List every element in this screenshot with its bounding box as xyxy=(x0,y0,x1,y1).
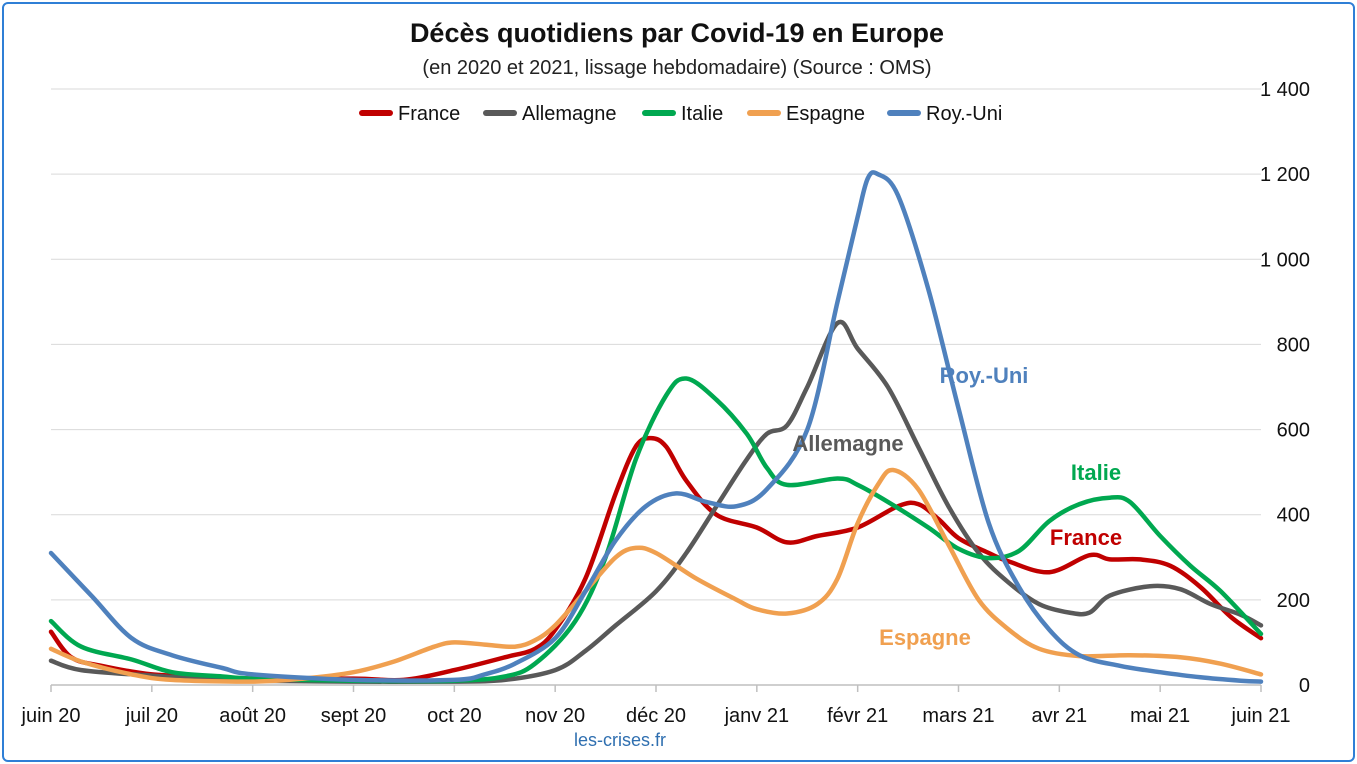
y-axis-ticks: 0 200 400 600 800 1 000 1 200 1 400 xyxy=(1260,79,1310,697)
y-tick-label: 1 200 xyxy=(1260,164,1310,186)
series-annotations: France Allemagne Italie Espagne Roy.-Uni xyxy=(792,363,1122,650)
x-tick-label: août 20 xyxy=(219,705,286,727)
x-tick-label: déc 20 xyxy=(626,705,686,727)
legend-label-espagne: Espagne xyxy=(786,103,865,125)
y-tick-label: 600 xyxy=(1277,420,1310,442)
source-note: les-crises.fr xyxy=(574,730,666,750)
legend-label-italie: Italie xyxy=(681,103,723,125)
x-tick-label: mai 21 xyxy=(1130,705,1190,727)
y-tick-label: 400 xyxy=(1277,505,1310,527)
x-tick-label: juil 20 xyxy=(125,705,178,727)
series-line-espagne xyxy=(48,467,1264,684)
y-tick-label: 1 400 xyxy=(1260,79,1310,101)
x-tick-label: avr 21 xyxy=(1032,705,1088,727)
y-tick-label: 0 xyxy=(1299,675,1310,697)
legend-label-allemagne: Allemagne xyxy=(522,103,617,125)
x-axis-ticks: juin 20 juil 20 août 20 sept 20 oct 20 nov 20… xyxy=(21,685,1291,727)
x-tick-label: févr 21 xyxy=(827,705,888,727)
legend-label-roy-uni: Roy.-Uni xyxy=(926,103,1002,125)
annotation-roy-uni: Roy.-Uni xyxy=(940,363,1029,388)
y-tick-label: 1 000 xyxy=(1260,249,1310,271)
gridlines xyxy=(51,88,1261,601)
annotation-espagne: Espagne xyxy=(879,625,971,650)
x-tick-label: nov 20 xyxy=(525,705,585,727)
annotation-italie: Italie xyxy=(1071,460,1121,485)
x-tick-label: oct 20 xyxy=(427,705,481,727)
chart-subtitle: (en 2020 et 2021, lissage hebdomadaire) … xyxy=(422,57,931,79)
x-tick-label: mars 21 xyxy=(922,705,994,727)
legend-label-france: France xyxy=(398,103,460,125)
x-tick-label: juin 21 xyxy=(1231,705,1291,727)
series-line-roy-uni xyxy=(48,170,1264,684)
series-lines xyxy=(48,170,1264,685)
x-tick-label: juin 20 xyxy=(21,705,81,727)
line-chart: juin 20 juil 20 août 20 sept 20 oct 20 nov 20… xyxy=(21,18,1310,750)
x-tick-label: janv 21 xyxy=(724,705,790,727)
annotation-france: France xyxy=(1050,525,1122,550)
annotation-allemagne: Allemagne xyxy=(792,431,903,456)
y-tick-label: 800 xyxy=(1277,334,1310,356)
legend: France Allemagne Italie Espagne Roy.-Uni xyxy=(359,103,1002,125)
x-tick-label: sept 20 xyxy=(321,705,387,727)
y-tick-label: 200 xyxy=(1277,590,1310,612)
chart-title: Décès quotidiens par Covid-19 en Europe xyxy=(410,18,944,48)
